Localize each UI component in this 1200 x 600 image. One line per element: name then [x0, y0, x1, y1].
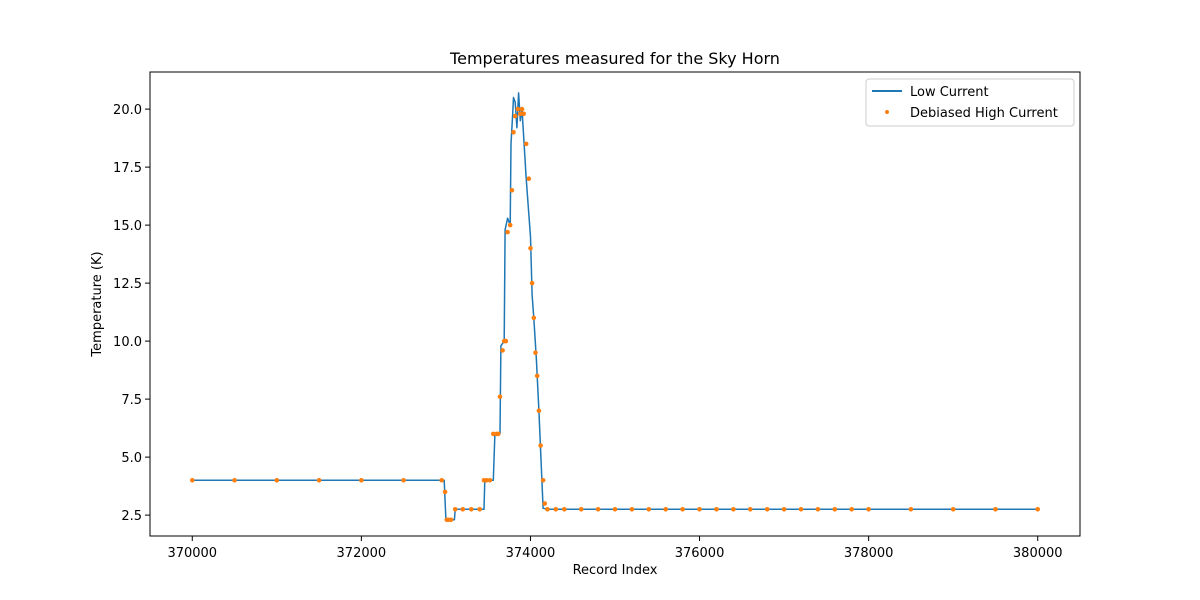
scatter-point-high-current	[866, 507, 871, 512]
plot-frame	[149, 71, 1081, 537]
scatter-point-high-current	[646, 507, 652, 512]
y-tick-label: 12.5	[113, 277, 142, 292]
scatter-point-high-current	[553, 507, 559, 512]
scatter-point-high-current	[562, 507, 567, 512]
scatter-point-high-current	[815, 507, 821, 512]
scatter-point-high-current	[439, 478, 445, 483]
scatter-point-high-current	[612, 507, 618, 512]
scatter-point-high-current	[448, 517, 454, 523]
scatter-point-high-current	[531, 315, 537, 321]
y-tick-label: 7.5	[121, 393, 142, 408]
legend-swatch-high-current	[885, 110, 889, 114]
x-tick-label: 374000	[506, 546, 556, 561]
scatter-point-high-current	[491, 431, 496, 437]
x-tick-label: 378000	[844, 546, 894, 561]
x-tick-label: 380000	[1013, 546, 1063, 561]
scatter-point-high-current	[477, 507, 483, 512]
scatter-point-high-current	[511, 130, 516, 135]
scatter-point-high-current	[798, 507, 804, 512]
scatter-point-high-current	[663, 507, 668, 512]
scatter-point-high-current	[359, 478, 364, 483]
scatter-point-high-current	[503, 338, 509, 344]
scatter-point-high-current	[731, 507, 736, 512]
scatter-point-high-current	[519, 106, 525, 112]
x-tick-label: 376000	[675, 546, 725, 561]
scatter-point-high-current	[993, 507, 998, 512]
scatter-point-high-current	[533, 350, 538, 356]
scatter-point-high-current	[680, 507, 685, 512]
legend-label-high-current: Debiased High Current	[910, 106, 1058, 121]
scatter-point-high-current	[908, 507, 914, 512]
scatter-point-high-current	[950, 507, 956, 512]
legend-label-low-current: Low Current	[910, 85, 989, 100]
scatter-point-high-current	[469, 507, 474, 512]
y-tick-label: 20.0	[113, 103, 142, 118]
scatter-point-high-current	[487, 478, 493, 483]
legend: Low Current Debiased High Current	[865, 78, 1075, 127]
scatter-point-high-current	[714, 507, 719, 512]
scatter-point-high-current	[460, 507, 466, 512]
y-tick-label: 10.0	[113, 335, 142, 350]
scatter-point-high-current	[442, 489, 448, 495]
scatter-point-high-current	[629, 507, 635, 512]
scatter-point-high-current	[484, 478, 489, 483]
scatter-point-high-current	[526, 176, 532, 181]
y-axis-title: Temperature (K)	[90, 251, 105, 357]
scatter-point-high-current	[274, 478, 280, 483]
scatter-point-high-current	[316, 478, 322, 483]
scatter-point-high-current	[849, 507, 854, 512]
scatter-point-high-current	[528, 246, 533, 251]
y-tick-label: 5.0	[121, 451, 142, 466]
scatter-point-high-current	[545, 507, 550, 512]
scatter-point-high-current	[538, 443, 543, 448]
scatter-point-high-current	[534, 373, 540, 379]
scatter-point-high-current	[1035, 507, 1040, 512]
plot-area	[190, 92, 1040, 523]
x-axis-title: Record Index	[573, 563, 658, 578]
x-axis: 370000 372000 374000 376000 378000 380000	[167, 536, 1063, 561]
scatter-point-high-current	[521, 111, 526, 117]
y-tick-label: 17.5	[113, 161, 142, 176]
y-tick-label: 15.0	[113, 219, 142, 234]
scatter-point-high-current	[500, 348, 505, 353]
scatter-point-high-current	[452, 507, 458, 512]
scatter-point-high-current	[497, 394, 503, 400]
x-tick-label: 372000	[337, 546, 387, 561]
chart-title: Temperatures measured for the Sky Horn	[449, 49, 780, 68]
scatter-point-high-current	[540, 478, 546, 483]
scatter-point-high-current	[832, 507, 838, 512]
y-tick-label: 2.5	[121, 509, 142, 524]
scatter-point-high-current	[595, 507, 601, 512]
scatter-point-high-current	[401, 478, 406, 483]
scatter-point-high-current	[748, 507, 753, 512]
scatter-point-high-current	[512, 113, 518, 119]
scatter-point-high-current	[505, 229, 510, 235]
scatter-point-high-current	[536, 408, 542, 414]
scatter-point-high-current	[764, 507, 770, 512]
scatter-point-high-current	[496, 431, 501, 437]
scatter-point-high-current	[518, 111, 523, 117]
y-axis: 2.5 5.0 7.5 10.0 12.5 15.0 17.5 20.0	[113, 103, 150, 524]
scatter-point-high-current	[515, 106, 521, 112]
x-tick-label: 370000	[167, 546, 217, 561]
scatter-point-high-current	[578, 507, 584, 512]
scatter-point-high-current	[523, 141, 529, 147]
legend-box	[865, 78, 1075, 127]
scatter-point-high-current	[781, 507, 787, 512]
scatter-point-high-current	[509, 188, 515, 193]
scatter-point-high-current	[529, 280, 535, 286]
scatter-point-high-current	[697, 507, 702, 512]
scatter-point-high-current	[190, 478, 195, 483]
scatter-point-high-current	[232, 478, 237, 483]
scatter-point-high-current	[542, 501, 548, 506]
scatter-point-high-current	[507, 222, 513, 228]
